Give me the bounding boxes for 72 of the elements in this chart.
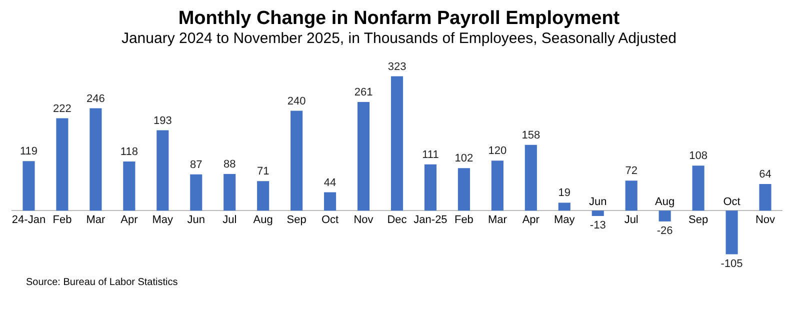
data-label: 261 xyxy=(354,86,373,99)
data-label: 323 xyxy=(388,60,406,73)
data-label: 240 xyxy=(287,95,306,108)
bar xyxy=(390,76,404,211)
x-tick-label: Mar xyxy=(488,214,508,226)
data-label: 119 xyxy=(20,146,38,158)
bar xyxy=(524,144,537,211)
data-label: 111 xyxy=(422,148,439,161)
bar xyxy=(156,130,169,211)
bar xyxy=(759,184,772,211)
bar xyxy=(324,192,336,211)
data-label: -105 xyxy=(720,258,743,270)
x-tick-label: May xyxy=(152,214,174,226)
data-label: -13 xyxy=(590,220,606,232)
x-tick-label: 24-Jan xyxy=(12,214,46,226)
x-tick-label: Aug xyxy=(253,214,273,226)
bar xyxy=(123,162,136,211)
x-tick-label: Sep xyxy=(688,214,708,226)
data-label: 19 xyxy=(558,187,571,200)
data-label: 102 xyxy=(454,152,474,165)
data-label: 72 xyxy=(625,165,638,178)
data-label: 222 xyxy=(53,102,72,115)
data-label: 87 xyxy=(190,158,202,171)
chart-subtitle: January 2024 to November 2025, in Thousands of Employees, Seasonally Adjusted xyxy=(120,30,678,47)
x-tick-label: Feb xyxy=(52,214,72,226)
bar xyxy=(224,174,236,211)
data-label: 193 xyxy=(153,114,172,127)
data-label: 120 xyxy=(488,145,507,158)
bar xyxy=(491,160,504,211)
data-label: 71 xyxy=(256,166,270,178)
x-tick-label: Oct xyxy=(723,196,740,208)
chart-title: Monthly Change in Nonfarm Payroll Employment xyxy=(177,8,621,30)
x-tick-label: Jul xyxy=(222,214,237,226)
data-label: 88 xyxy=(223,158,236,171)
x-tick-label: Mar xyxy=(86,214,106,226)
bar xyxy=(357,102,370,211)
bar xyxy=(190,174,202,211)
bar xyxy=(257,181,270,211)
data-label: 246 xyxy=(86,92,105,105)
x-tick-label: Nov xyxy=(755,214,776,226)
bar xyxy=(592,210,604,216)
bar xyxy=(90,108,102,211)
data-label: 108 xyxy=(689,150,708,162)
x-tick-label: May xyxy=(554,214,576,226)
bar xyxy=(290,110,303,211)
x-tick-label: Dec xyxy=(387,214,408,226)
bar xyxy=(458,168,470,211)
bar xyxy=(658,210,671,222)
x-tick-label: Oct xyxy=(321,214,339,226)
data-label: -26 xyxy=(656,224,673,237)
x-tick-label: Jun xyxy=(187,214,206,226)
bar xyxy=(56,118,68,211)
bar xyxy=(726,210,738,254)
bar xyxy=(692,166,704,211)
data-label: 118 xyxy=(120,146,138,158)
x-tick-label: Aug xyxy=(655,196,675,208)
x-tick-label: Jun xyxy=(588,196,607,208)
source-note: Source: Bureau of Labor Statistics xyxy=(26,277,179,288)
bar xyxy=(22,161,35,211)
x-tick-label: Jul xyxy=(624,214,638,226)
bar xyxy=(424,164,437,211)
data-label: 44 xyxy=(324,176,336,189)
x-tick-label: Nov xyxy=(354,214,374,226)
bar xyxy=(558,202,570,211)
x-tick-label: Sep xyxy=(286,214,306,226)
data-label: 158 xyxy=(522,129,540,142)
x-tick-label: Jan-25 xyxy=(414,214,448,226)
bar xyxy=(625,180,638,211)
x-tick-label: Apr xyxy=(522,214,540,226)
x-tick-label: Apr xyxy=(120,214,138,226)
data-label: 64 xyxy=(759,168,772,181)
x-tick-label: Feb xyxy=(454,214,474,226)
